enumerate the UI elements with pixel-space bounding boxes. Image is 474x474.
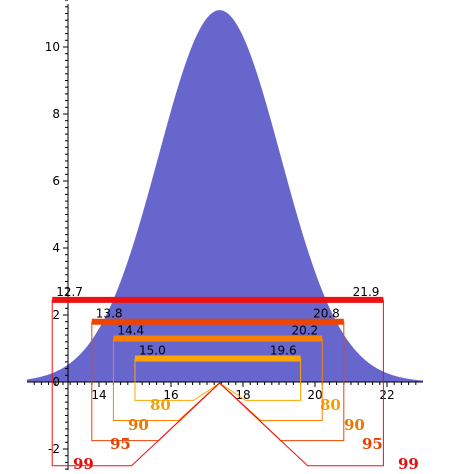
curve-layer xyxy=(27,10,423,383)
y-tick-label: 6 xyxy=(52,174,60,188)
x-tick-label: 14 xyxy=(91,388,106,402)
confidence-label-left: 80 xyxy=(150,396,171,414)
confidence-label-right: 80 xyxy=(320,396,341,414)
interval-high-label: 20.8 xyxy=(313,307,340,321)
y-tick-label: 8 xyxy=(52,107,60,121)
confidence-label-left: 90 xyxy=(128,416,149,434)
x-tick-label: 18 xyxy=(235,388,250,402)
x-tick-label: 20 xyxy=(307,388,322,402)
interval-high-label: 21.9 xyxy=(353,285,380,299)
y-tick-label: -2 xyxy=(48,442,60,456)
interval-low-label: 13.8 xyxy=(96,307,123,321)
interval-99: 12.7 21.9 99 99 xyxy=(51,285,419,473)
confidence-label-right: 95 xyxy=(362,435,383,453)
confidence-label-left: 95 xyxy=(110,435,131,453)
interval-bracket-right xyxy=(219,358,302,401)
interval-bracket-left xyxy=(134,358,220,401)
interval-95: 13.8 20.8 95 95 xyxy=(91,307,383,453)
interval-low-label: 15.0 xyxy=(139,344,166,358)
confidence-label-right: 99 xyxy=(398,455,419,473)
y-tick-label-zero: 0 xyxy=(52,375,60,389)
interval-low-label: 14.4 xyxy=(117,323,144,337)
interval-low-label: 12.7 xyxy=(56,285,83,299)
y-tick-label: 10 xyxy=(45,40,60,54)
density-area xyxy=(27,10,423,383)
interval-80: 15.0 19.6 80 80 xyxy=(134,344,341,414)
interval-high-label: 19.6 xyxy=(270,344,297,358)
interval-bracket-left xyxy=(51,299,220,467)
interval-bracket-right xyxy=(219,299,384,467)
interval-high-label: 20.2 xyxy=(291,323,318,337)
confidence-label-left: 99 xyxy=(73,455,94,473)
y-tick-label: 4 xyxy=(52,241,60,255)
x-tick-label: 16 xyxy=(163,388,178,402)
x-tick-label: 22 xyxy=(379,388,394,402)
confidence-label-right: 90 xyxy=(344,416,365,434)
y-tick-label: 2 xyxy=(52,308,60,322)
